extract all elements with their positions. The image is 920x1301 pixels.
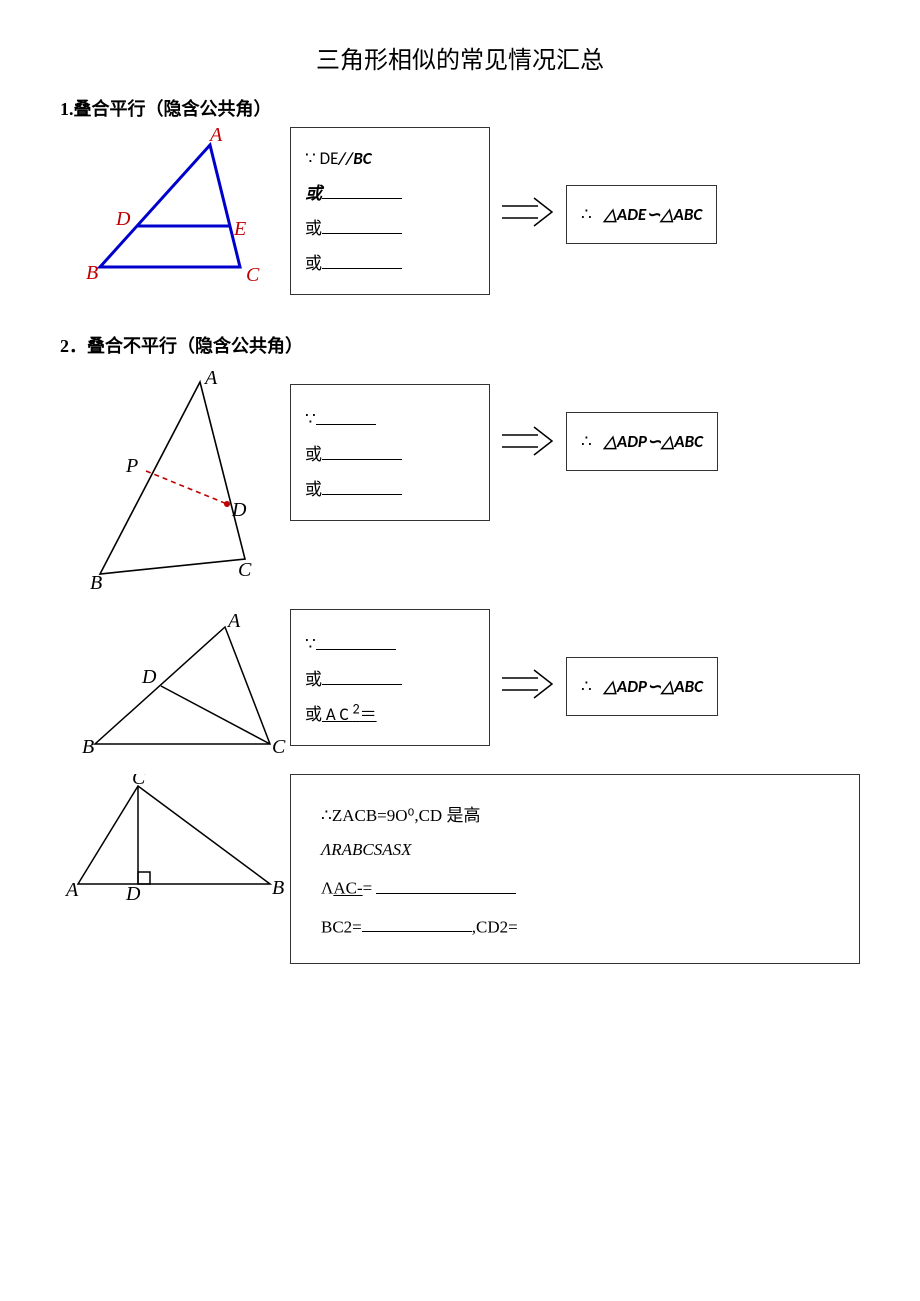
blank: [322, 214, 402, 234]
blank: [322, 475, 402, 495]
blank: [322, 665, 402, 685]
label-A: A: [203, 367, 218, 389]
section-2a-row: A B C P D ∵ 或 或 ∴ △ADP∽△ABC: [60, 364, 860, 599]
label-B: B: [90, 572, 102, 594]
c2b-l3c: ＝: [360, 704, 377, 725]
blank: [316, 405, 376, 425]
label-D: D: [115, 208, 131, 230]
c2a-l1: ∵: [305, 409, 316, 430]
cond1-l4: 或: [305, 254, 322, 273]
result-box-2b: ∴ △ADP∽△ABC: [566, 657, 718, 716]
label-A: A: [64, 879, 79, 901]
bc-l4b: ,CD2=: [472, 917, 518, 936]
cond1-l2: 或: [305, 184, 322, 203]
bc-l1: ∴ZACB=9O⁰,CD 是高: [321, 806, 480, 825]
blank: [376, 874, 516, 894]
page-title: 三角形相似的常见情况汇总: [60, 40, 860, 75]
blank: [316, 630, 396, 650]
c2a-l3: 或: [305, 480, 322, 499]
label-C: C: [272, 736, 286, 758]
blank: [377, 701, 437, 720]
condition-box-2b: ∵ 或 或 A C 2＝: [290, 609, 490, 746]
figure-2b: A B C D: [60, 609, 290, 764]
label-B: B: [82, 736, 94, 758]
cond1-l1a: ∵ DE: [305, 148, 338, 169]
blank: [322, 179, 402, 199]
c2b-l2: 或: [305, 670, 322, 689]
cond1-l1b: //: [338, 148, 353, 169]
bc-l3a: Λ: [321, 879, 333, 898]
c2b-l3b: A C: [322, 704, 352, 725]
c2b-l1: ∵: [305, 634, 316, 655]
bc-l3u: AC-: [333, 879, 362, 898]
label-D: D: [125, 883, 141, 904]
condition-box-2a: ∵ 或 或: [290, 384, 490, 521]
result-text: △ADE∽△ABC: [604, 204, 702, 225]
label-D: D: [141, 666, 157, 688]
figure-1: A B C D E: [60, 127, 290, 302]
label-D: D: [231, 499, 247, 521]
bc-l2: ΛRABCSASX: [321, 840, 412, 859]
section-1-heading: 1.叠合平行（隐含公共角）: [60, 95, 860, 121]
cond1-l1c: BC: [353, 148, 371, 169]
section-1-row: A B C D E ∵ DE//BC 或 或 或 ∴△ADE∽△ABC: [60, 127, 860, 302]
label-B: B: [86, 262, 98, 284]
figure-2c: C A B D: [60, 774, 290, 909]
section-2b-row: A B C D ∵ 或 或 A C 2＝ ∴ △ADP∽△ABC: [60, 609, 860, 764]
label-E: E: [233, 218, 246, 240]
label-B: B: [272, 877, 284, 899]
label-P: P: [125, 455, 138, 477]
condition-box-1: ∵ DE//BC 或 或 或: [290, 127, 490, 295]
result-box-2a: ∴ △ADP∽△ABC: [566, 412, 718, 471]
label-C: C: [238, 559, 252, 581]
therefore: ∴: [581, 431, 592, 452]
arrow-icon: [498, 667, 558, 706]
label-A: A: [208, 127, 223, 146]
result-text: △ADP∽△ABC: [604, 431, 703, 452]
blank: [322, 249, 402, 269]
section-2-heading: 2．叠合不平行（隐含公共角）: [60, 332, 860, 358]
figure-2a: A B C P D: [60, 364, 290, 599]
c2b-l3sup: 2: [352, 700, 359, 717]
blank: [362, 913, 472, 933]
therefore: ∴: [581, 676, 592, 697]
result-box-1: ∴ △ADE∽△ABC: [566, 185, 717, 244]
c2b-l3a: 或: [305, 705, 322, 724]
section-2c-row: C A B D ∴ZACB=9O⁰,CD 是高 ΛRABCSASX ΛAC-= …: [60, 774, 860, 964]
label-A: A: [226, 610, 241, 632]
result-text: △ADP∽△ABC: [604, 676, 703, 697]
c2a-l2: 或: [305, 445, 322, 464]
arrow-icon: [498, 195, 558, 234]
label-C: C: [132, 774, 146, 789]
bc-l3b: =: [363, 879, 373, 898]
bc-l4a: BC2=: [321, 917, 362, 936]
cond1-l3: 或: [305, 219, 322, 238]
blank: [322, 440, 402, 460]
arrow-icon: [498, 424, 558, 463]
therefore: ∴: [581, 204, 592, 225]
big-box-2c: ∴ZACB=9O⁰,CD 是高 ΛRABCSASX ΛAC-= BC2= ,CD2…: [290, 774, 860, 964]
label-C: C: [246, 264, 260, 286]
